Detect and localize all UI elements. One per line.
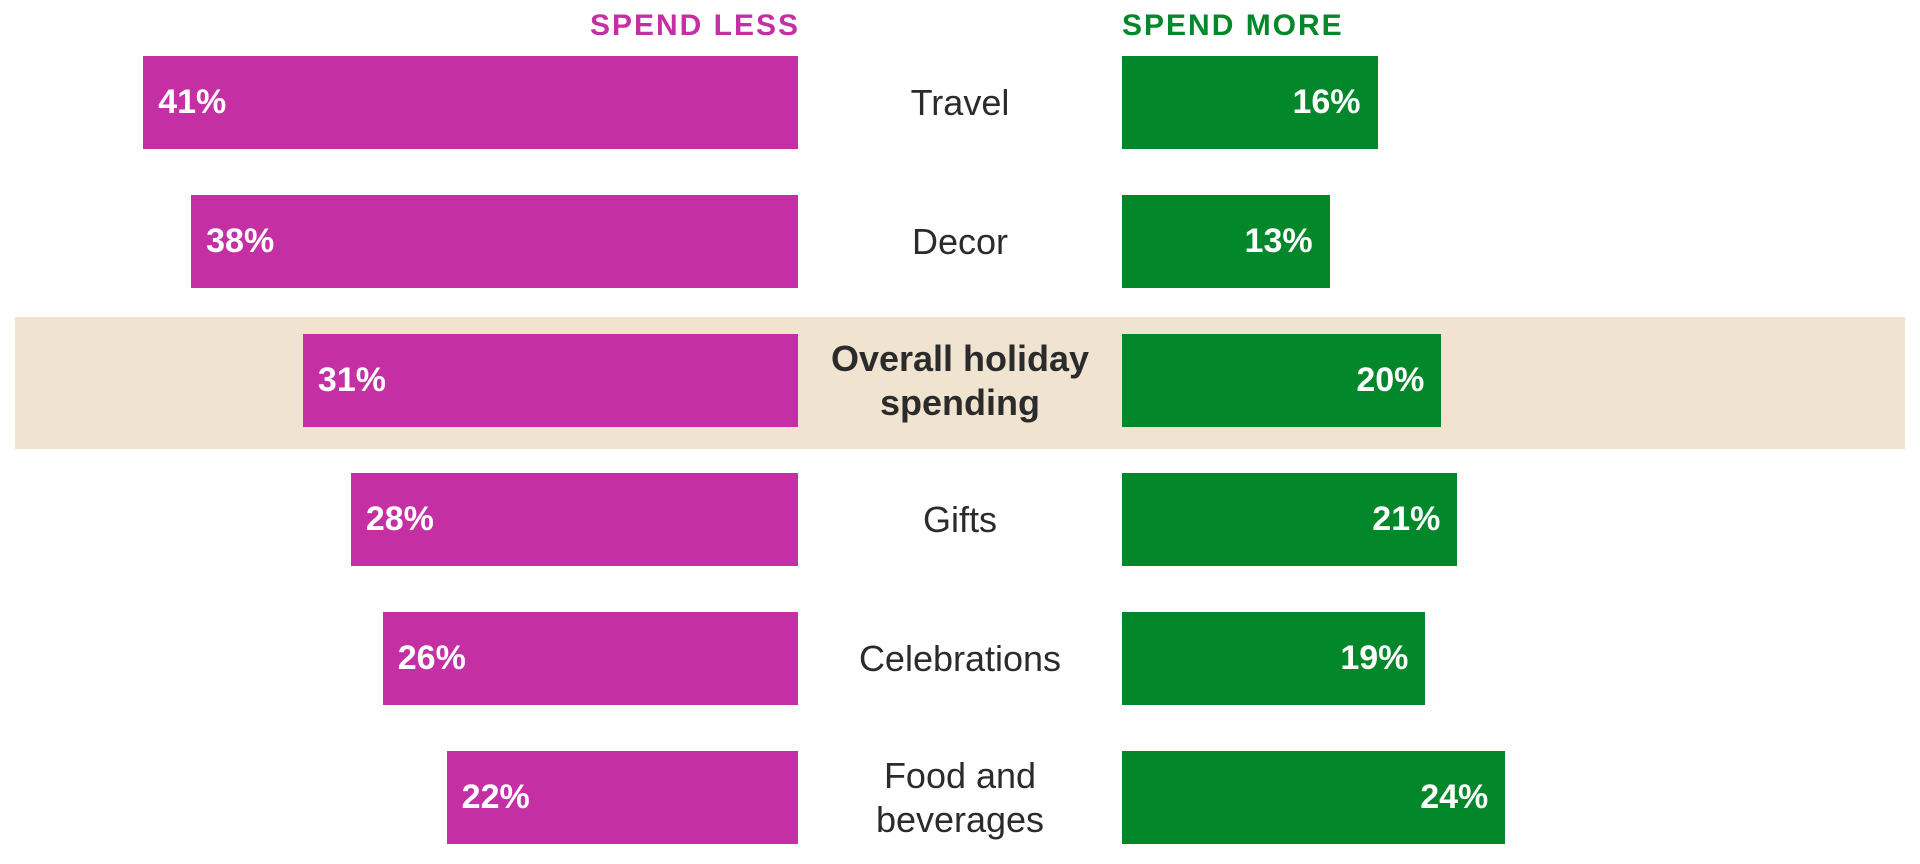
bar-label-spend-more: 21% [1372,500,1441,538]
category-label: Gifts [800,473,1120,566]
bar-spend-more: 20% [1122,334,1442,427]
category-label-text: Overall holiday spending [831,337,1089,425]
category-label-line: beverages [875,798,1045,840]
category-label-line: Celebrations [858,637,1062,679]
bar-label-spend-more: 13% [1244,222,1313,260]
bar-label-spend-less: 41% [158,83,227,121]
bar-spend-more: 19% [1122,612,1426,705]
category-label: Celebrations [800,612,1120,705]
bar-label-spend-more: 20% [1356,361,1425,399]
category-label: Travel [800,56,1120,149]
bar-label-spend-less: 28% [365,500,434,538]
category-label-line: Food and [883,754,1037,796]
bar-spend-less: 22% [446,751,798,844]
category-label-line: spending [879,381,1040,423]
category-label-text: Gifts [923,498,997,542]
category-label: Decor [800,195,1120,288]
bar-label-spend-more: 19% [1340,639,1409,677]
bar-spend-more: 16% [1122,56,1378,149]
category-label: Overall holiday spending [800,334,1120,427]
category-label-text: Decor [912,220,1008,264]
bar-spend-more: 21% [1122,473,1458,566]
category-label-text: Celebrations [859,637,1061,681]
bar-label-spend-less: 38% [206,222,275,260]
bar-spend-less: 38% [191,195,798,288]
category-label-line: Decor [911,220,1009,262]
bar-spend-more: 13% [1122,195,1330,288]
bar-label-spend-more: 16% [1292,83,1361,121]
bar-spend-more: 24% [1122,751,1506,844]
bar-spend-less: 31% [302,334,798,427]
bar-spend-less: 28% [350,473,798,566]
category-label-line: Overall holiday [830,337,1090,379]
category-label-line: Gifts [922,498,997,540]
header-spend-more: SPEND MORE [1122,9,1344,42]
bar-label-spend-less: 26% [397,639,466,677]
category-label-text: Travel [911,81,1010,125]
bar-label-spend-less: 22% [461,778,530,816]
category-label-line: Travel [910,81,1010,123]
category-label-text: Food and beverages [876,754,1044,842]
bar-label-spend-less: 31% [317,361,386,399]
bar-label-spend-more: 24% [1420,778,1489,816]
category-label: Food and beverages [800,751,1120,844]
bar-spend-less: 41% [143,56,798,149]
bar-spend-less: 26% [382,612,798,705]
header-spend-less: SPEND LESS [589,9,800,42]
